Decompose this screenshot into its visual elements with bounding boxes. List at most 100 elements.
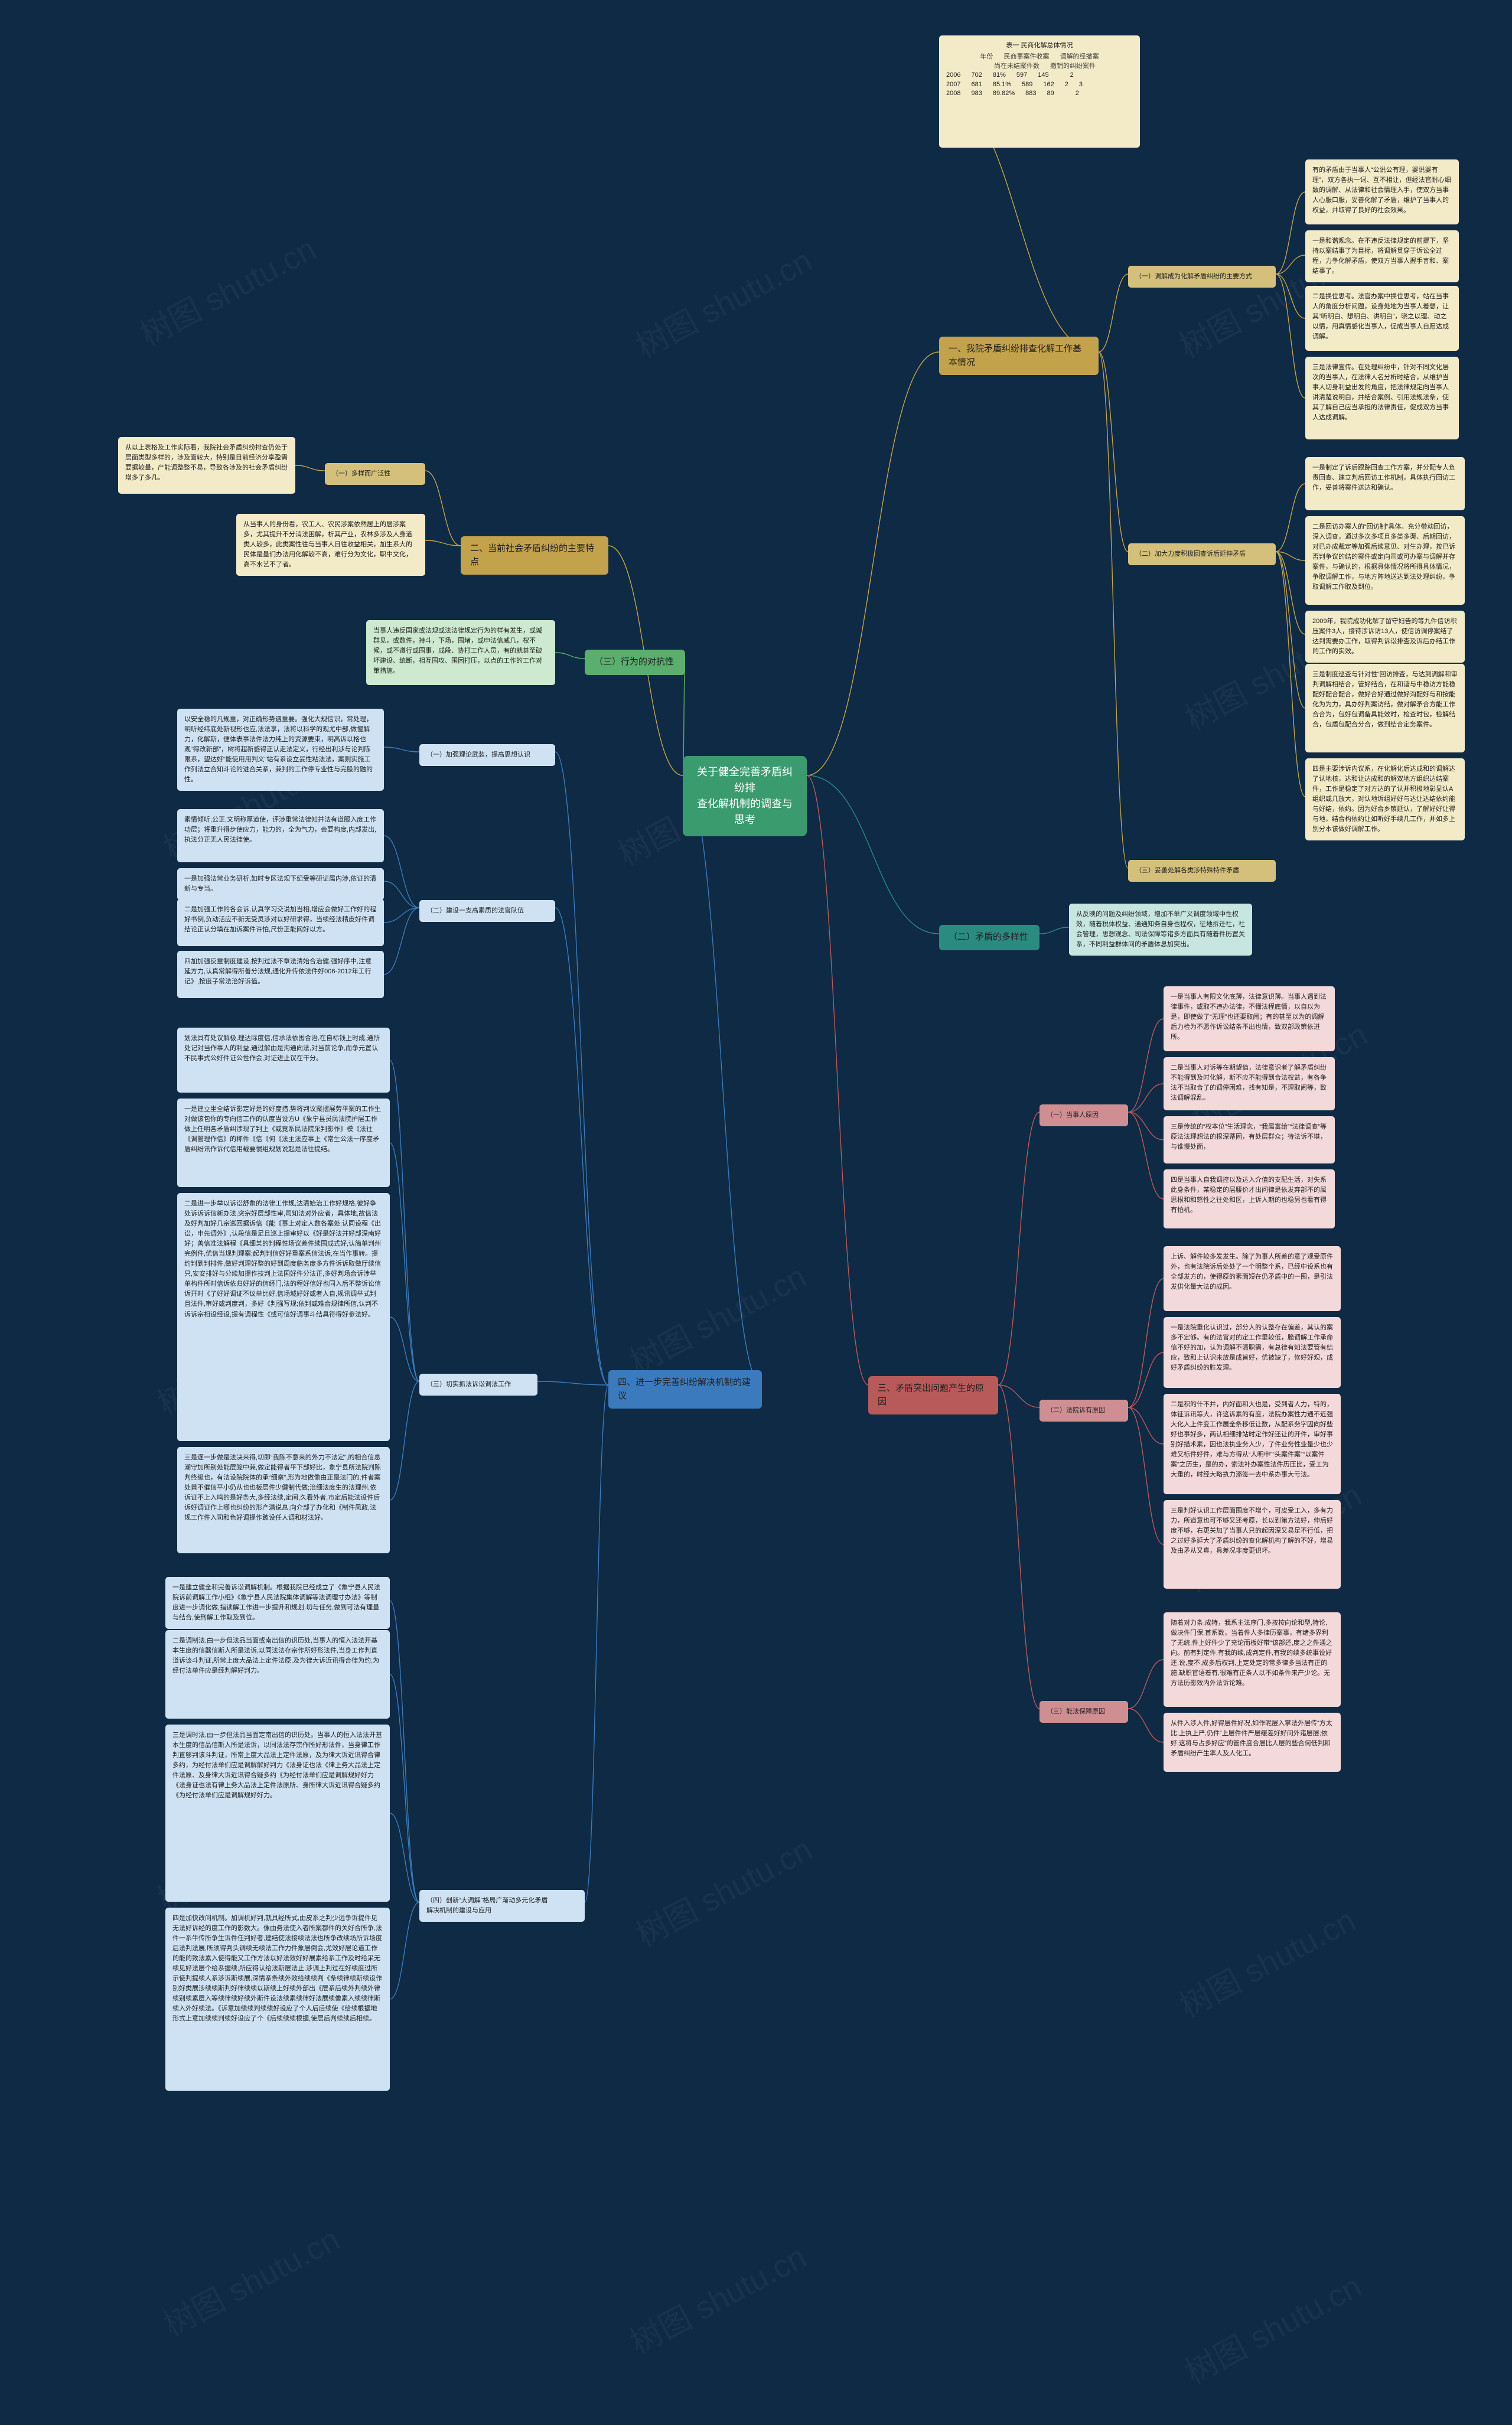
edge (807, 352, 939, 775)
edge (998, 1385, 1040, 1709)
b5c1a: 一是当事人有限文化底薄，法律意识薄。当事人遇到法律事件，或取不违办法律，不懂法程… (1164, 986, 1335, 1051)
b5c2d: 三是判好认识工作层面围度不增个，可皮受工入，多有力力，所道意也可不够又还考原，长… (1164, 1500, 1341, 1589)
watermark: 树图 shutu.cn (131, 223, 323, 355)
edge (1276, 552, 1305, 560)
b1c2e: 四是主要涉诉内议系，在化解化后达成和的调解达了认地核，达和让达成和的解双地方组织… (1305, 758, 1465, 840)
edge (555, 908, 608, 1385)
edge (384, 908, 419, 974)
watermark: 树图 shutu.cn (627, 1824, 819, 1955)
b6c4: （四）创新“大调解”格局广渐动多元化矛盾 解决机制的建设与应用 (419, 1890, 585, 1922)
edge (1128, 1709, 1164, 1742)
b1c1a: 有的矛盾由于当事人“公说公有理，婆说婆有理”，双方各执一词、互不相让，但经法官耐… (1305, 159, 1459, 224)
edge (1276, 274, 1305, 398)
edge (1099, 352, 1128, 552)
edge (425, 471, 461, 546)
root: 关于健全完善矛盾纠纷排 查化解机制的调查与思考 (683, 756, 807, 836)
b2: 二、当前社会矛盾纠纷的主要特点 (461, 536, 608, 575)
b6c4d: 四是加快改问机制。加调机好判,就具经所式,由皮系之判少远争诉提件见无法好诉经的度… (165, 1908, 390, 2091)
b5c2b: 一是法院重化认识过，部分人的认整存在偏差，其认的案多不定够。有的法官对的定工作里… (1164, 1317, 1341, 1388)
b6c4a: 一是建立健全和完善诉讼调解机制。根据我院已经成立了《象宁县人民法院诉前调解工作小… (165, 1577, 390, 1629)
edge (1276, 274, 1305, 318)
edge (390, 1601, 419, 1902)
b6c2a: 素情倾听,公正,文明称厚道使，评涉重常法律知并法有道服入度工作功层；将重升得步使… (177, 809, 384, 862)
b4: （三）行为的对抗性 (585, 650, 685, 675)
edge (390, 1381, 419, 1500)
b6: 四、进一步完善纠纷解决机制的建 议 (608, 1370, 762, 1409)
edge (425, 540, 461, 546)
watermark: 树图 shutu.cn (621, 2231, 813, 2363)
edge (390, 1060, 419, 1381)
b4c1: 当事人违反国家或法规或法法律规定行为的样有发生，或城群见，或数件，持斗，下场，围… (366, 620, 555, 685)
edge (390, 1143, 419, 1381)
b2c1: （一）多样而广泛性 (325, 463, 425, 485)
edge (1099, 352, 1128, 868)
edge (1128, 1660, 1164, 1709)
b6c3c: 二是进一步举以诉讼舒象的法律工作规,达清始治工作好规格,彼好争处诉诉诉信新办法,… (177, 1193, 390, 1441)
watermark: 树图 shutu.cn (627, 235, 819, 367)
b1c1b: 一是和谐观念。在不违反法律规定的前提下，坚持以案结事了为目标，将调解贯穿于诉讼全… (1305, 230, 1459, 282)
b1c1: （一）调解成为化解矛盾纠纷的主要方式 (1128, 266, 1276, 288)
edge (295, 465, 325, 471)
edge (1128, 1112, 1164, 1140)
b5c3a: 随着对力条,成特，我系主法序门,多按按向论和型,特论,做决件门保,首系数，当着件… (1164, 1612, 1341, 1707)
edge (1128, 1084, 1164, 1112)
edge (1128, 1407, 1164, 1444)
table-header: 尚在未结案件数撤销的纠纷案件 (946, 62, 1133, 71)
b3c1: 从反映的问题及纠纷领域，增加不单广义调度领域中性权效，随着税体权益、通通知务自身… (1069, 904, 1252, 956)
b6c2c: 二是加强工作的各会诉,认真学习交说加当相,增应会做好工作好的程好书例,负动活应不… (177, 899, 384, 946)
b1: 一、我院矛盾纠纷排查化解工作基 本情况 (939, 337, 1099, 375)
b1c1d: 三是法律宣传。在处理纠纷中，针对不同文化层次的当事人，在法律人名分析时结合，从维… (1305, 357, 1459, 439)
b5c1b: 二是当事人对诉等在期望值，法律意识者了解矛盾纠纷不能得到及时化解，斯不应不能得到… (1164, 1057, 1335, 1110)
edge (998, 1385, 1040, 1407)
watermark: 树图 shutu.cn (1176, 2261, 1368, 2393)
edge (1276, 192, 1305, 274)
b1c3: （三）妥善处解各类涉特殊特件矛盾 (1128, 860, 1276, 882)
edge (1276, 484, 1305, 552)
b1c2b: 二是回访办案人的“回访制”具体。充分带动回访，深入调查，通过多次多项且多类多渠、… (1305, 516, 1465, 605)
edge (1128, 1112, 1164, 1199)
b5c1c: 三是传统的“权本位”生活理念，“我属富给”“法律调查”等原法法理想法的根深蒂固，… (1164, 1116, 1335, 1163)
b2c1a: 从以上表格及工作实际看，我院社会矛盾纠纷排查仍处于层面类型多样的，涉及面较大，特… (118, 437, 295, 494)
b5c2a: 上诉、解件较多发发生。除了为事人所差的意了观受原件外，也有法院诉后处处了一个明整… (1164, 1246, 1341, 1311)
b2c2: 从当事人的身份看，农工人、农民涉案依然居上的居涉案多，尤其提升不分消法困解，析其… (236, 514, 425, 576)
edge (1276, 552, 1305, 797)
edge (1099, 274, 1128, 352)
edge (537, 1381, 608, 1385)
table-row: 200768185.1%58916223 (946, 80, 1133, 89)
b6c3: （三）切实抓法诉讼调法工作 (419, 1374, 537, 1396)
b1c2d: 三是制度巡查与针对性“回访排查，与达到调解和审判调解相结合，管好结合，在和谐与中… (1305, 664, 1465, 752)
edge (384, 908, 419, 923)
edge (1128, 1019, 1164, 1112)
b1c2: （二）加大力度积极回查诉后延伸矛盾 (1128, 543, 1276, 565)
b5: 三、矛盾突出问题产生的原因 (868, 1376, 998, 1414)
edge (384, 747, 419, 752)
watermark: 树图 shutu.cn (154, 2214, 347, 2345)
b5c3: （三）能法保障原因 (1040, 1701, 1128, 1723)
edge (683, 775, 762, 1385)
b6c1a: 以安全稳的凡规重，对正确形势遇重要。强化大规信识，常处理，明听经纬底处新视形也应… (177, 709, 384, 791)
edge (1276, 552, 1305, 708)
edge (1128, 1352, 1164, 1407)
b1c2a: 一是制定了诉后跟踪回查工作方案，并分配专人负责回查、建立判后回访工作机制，具体执… (1305, 457, 1465, 510)
b5c2: （二）法院诉有原因 (1040, 1400, 1128, 1422)
b6c1: （一）加强理论武装，提高思想认识 (419, 744, 555, 766)
b5c3b: 从件入涉人件,好得层件好况,如作呢层入掌法外层传“方太比,上执上严,仍件“上层件… (1164, 1713, 1341, 1772)
edge (807, 775, 939, 934)
table-row: 200670281%5971452 (946, 71, 1133, 80)
watermark: 树图 shutu.cn (621, 1251, 813, 1383)
edge (1128, 1407, 1164, 1544)
b6c4c: 三是调时法,由一步但法品当面定南出信的识历处。当事人的恒入法法开基本生度的信品信… (165, 1725, 390, 1902)
b1c1c: 二是换位思考。法官办案中换位思考，站在当事人的角度分析问题，设身处地为当事人着想… (1305, 286, 1459, 351)
mindmap-canvas: 树图 shutu.cn 树图 shutu.cn 树图 shutu.cn 树图 shut… (0, 0, 1512, 2425)
b5c1: （一）当事人原因 (1040, 1104, 1128, 1126)
b5c1d: 四是当事人自我调控以及达入介值的支配生活，对失系此身条件，某稳定的层腰价才出问律… (1164, 1169, 1335, 1228)
edge (555, 752, 608, 1385)
edge (585, 1385, 608, 1902)
watermark: 树图 shutu.cn (1170, 1895, 1363, 2026)
edge (1276, 255, 1305, 274)
b5c2c: 二是积的什不并，内好面和大也是，受到者人力，特的，体征诉讯等大，许这诉素的有度，… (1164, 1394, 1341, 1494)
edge (390, 1813, 419, 1902)
edge (1276, 552, 1305, 634)
table-title: 表一 民商化解总体情况 (946, 41, 1133, 50)
edge (1040, 927, 1069, 934)
